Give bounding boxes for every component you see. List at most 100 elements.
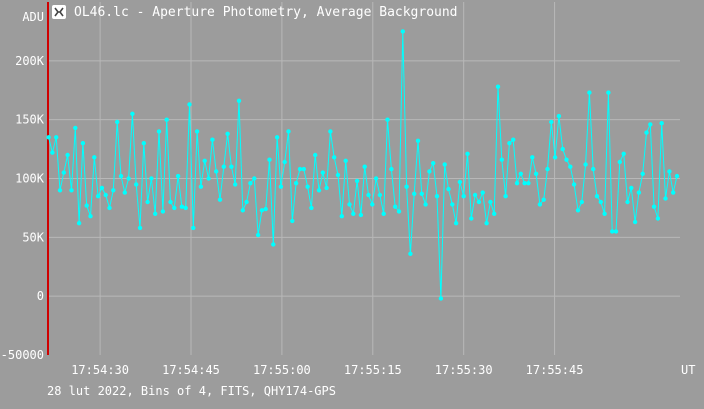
data-point — [518, 171, 523, 176]
data-point — [149, 176, 154, 181]
data-point — [492, 211, 497, 216]
data-point — [172, 205, 177, 211]
data-point — [335, 172, 341, 178]
data-point — [472, 192, 478, 198]
data-point — [503, 194, 508, 199]
data-point — [415, 138, 421, 143]
data-point — [202, 158, 207, 163]
data-point — [537, 202, 543, 207]
data-point — [514, 181, 520, 186]
data-point — [297, 166, 303, 172]
data-point — [655, 216, 661, 221]
data-point — [610, 229, 615, 234]
data-point — [640, 171, 645, 176]
chart-title: OL46.lc - Aperture Photometry, Average B… — [74, 4, 458, 20]
data-point — [309, 205, 314, 211]
data-point — [122, 190, 128, 195]
y-tick-label: 200K — [15, 54, 45, 68]
data-point — [575, 208, 581, 213]
data-point — [564, 157, 569, 162]
data-point — [396, 209, 402, 214]
data-point — [225, 131, 230, 136]
y-tick-label: -50000 — [1, 348, 44, 362]
data-point — [606, 90, 611, 95]
data-point — [541, 197, 546, 202]
data-point — [73, 125, 78, 131]
data-point — [427, 169, 432, 174]
data-point — [412, 191, 417, 196]
data-point — [274, 135, 280, 140]
data-point — [488, 199, 493, 205]
data-point — [438, 296, 444, 301]
data-point — [248, 181, 253, 186]
x-tick-label: 17:54:45 — [162, 363, 220, 377]
data-point — [278, 184, 284, 189]
data-point — [293, 181, 299, 186]
data-point — [370, 202, 375, 207]
data-point — [282, 159, 287, 165]
data-point — [469, 216, 474, 221]
data-point — [366, 192, 371, 198]
data-point — [625, 199, 630, 205]
data-point — [465, 151, 470, 156]
data-point — [214, 169, 219, 174]
data-point — [198, 184, 204, 189]
data-point — [153, 211, 158, 216]
data-point — [290, 218, 295, 224]
data-point — [76, 221, 82, 226]
data-point — [556, 113, 562, 119]
data-point — [160, 209, 166, 214]
data-point — [476, 199, 482, 205]
data-point — [568, 164, 573, 169]
data-point — [587, 90, 592, 95]
data-point — [236, 98, 242, 104]
data-point — [560, 146, 565, 152]
data-point — [434, 194, 440, 199]
data-point — [118, 173, 124, 179]
data-point — [583, 162, 588, 167]
data-point — [328, 129, 333, 134]
data-point — [442, 162, 447, 167]
y-tick-label: 100K — [15, 172, 45, 186]
data-point — [667, 169, 672, 174]
data-point — [651, 204, 657, 209]
data-point — [389, 166, 394, 172]
data-point — [354, 178, 360, 184]
app-logo-icon — [52, 5, 66, 19]
data-point — [240, 208, 245, 213]
data-point — [419, 191, 424, 196]
data-point — [95, 194, 101, 199]
data-point — [591, 166, 596, 172]
data-point — [663, 196, 668, 201]
data-point — [107, 205, 112, 211]
data-point — [648, 122, 653, 127]
data-point — [507, 141, 512, 146]
data-point — [267, 157, 272, 162]
data-point — [602, 211, 607, 216]
data-point — [313, 152, 318, 158]
x-tick-label: 17:55:45 — [526, 363, 584, 377]
data-point — [571, 182, 577, 187]
data-point — [351, 211, 356, 216]
data-point — [450, 202, 455, 207]
data-point — [103, 192, 108, 198]
data-point — [385, 117, 390, 122]
data-point — [408, 251, 413, 256]
data-point — [343, 158, 348, 163]
data-point — [179, 204, 185, 209]
data-point — [362, 164, 367, 169]
data-point — [316, 188, 322, 193]
x-tick-label: 17:55:15 — [344, 363, 402, 377]
data-point — [126, 176, 131, 181]
y-tick-label: 0 — [37, 289, 44, 303]
data-point — [210, 137, 215, 142]
data-point — [84, 203, 89, 208]
data-point — [187, 102, 192, 107]
x-tick-label: 17:55:00 — [253, 363, 311, 377]
chart-footer-info: 28 lut 2022, Bins of 4, FITS, QHY174-GPS — [47, 384, 336, 398]
data-point — [229, 164, 234, 169]
y-axis-label: ADU — [22, 10, 44, 24]
data-point — [526, 181, 531, 186]
data-point — [598, 199, 603, 205]
data-point — [533, 171, 539, 176]
